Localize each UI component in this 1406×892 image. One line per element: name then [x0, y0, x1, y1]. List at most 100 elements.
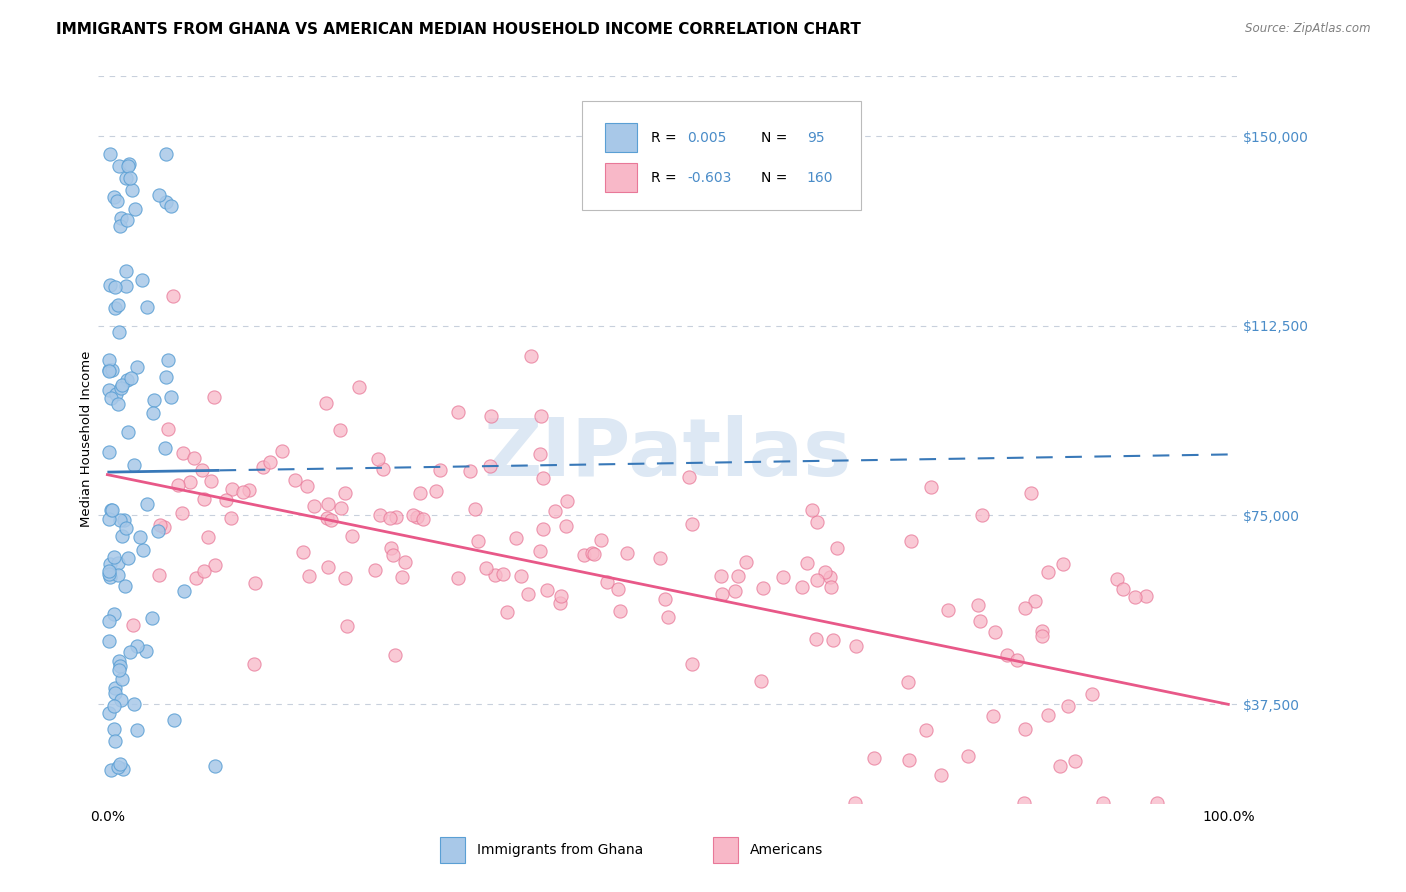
Point — [536, 583, 558, 598]
Point — [98, 570, 121, 584]
Point — [1091, 796, 1114, 810]
Point — [804, 632, 827, 646]
Point — [529, 409, 551, 423]
Point — [131, 273, 153, 287]
Point — [475, 561, 498, 575]
Point — [333, 486, 356, 500]
Point — [1036, 708, 1059, 723]
Point — [193, 564, 215, 578]
Point — [118, 157, 141, 171]
Point — [107, 397, 129, 411]
Point — [349, 380, 371, 394]
Point — [654, 591, 676, 606]
FancyBboxPatch shape — [582, 102, 862, 211]
Point — [984, 625, 1007, 640]
Point — [596, 575, 619, 590]
Point — [107, 568, 129, 582]
Point — [232, 485, 254, 500]
Point — [104, 681, 127, 695]
Point — [114, 521, 136, 535]
Point — [148, 518, 170, 533]
Point — [806, 515, 828, 529]
Point — [148, 567, 170, 582]
Point — [97, 364, 120, 378]
Point — [800, 503, 823, 517]
Point — [104, 733, 127, 747]
Point — [1049, 759, 1071, 773]
Point — [115, 373, 138, 387]
Point — [170, 506, 193, 520]
Point — [160, 199, 183, 213]
Point — [221, 482, 243, 496]
Point — [997, 648, 1019, 662]
Point — [118, 171, 141, 186]
Point — [657, 609, 679, 624]
Point — [153, 442, 176, 456]
Point — [505, 531, 527, 545]
Point — [141, 611, 163, 625]
Point — [110, 692, 132, 706]
Point — [111, 529, 134, 543]
Point — [520, 349, 543, 363]
Point — [111, 672, 134, 686]
Point — [108, 654, 131, 668]
Text: 160: 160 — [807, 170, 834, 185]
Point — [291, 545, 314, 559]
FancyBboxPatch shape — [440, 838, 465, 863]
Point — [429, 463, 451, 477]
Point — [103, 189, 125, 203]
Point — [900, 534, 922, 549]
Point — [270, 444, 292, 458]
Point — [163, 713, 186, 727]
Text: 0.005: 0.005 — [688, 130, 727, 145]
Point — [1052, 557, 1074, 571]
FancyBboxPatch shape — [713, 838, 738, 863]
Point — [402, 508, 425, 522]
Point — [97, 567, 120, 582]
Point — [1111, 582, 1133, 596]
Point — [330, 500, 353, 515]
Point — [108, 659, 131, 673]
Point — [204, 759, 226, 773]
Point — [115, 278, 138, 293]
FancyBboxPatch shape — [605, 123, 637, 153]
Point — [107, 556, 129, 570]
Point — [98, 278, 121, 293]
Point — [107, 760, 129, 774]
Point — [120, 371, 142, 385]
Point — [380, 541, 402, 556]
Point — [105, 194, 128, 208]
Point — [172, 446, 194, 460]
Point — [484, 568, 506, 582]
Point — [191, 463, 214, 477]
Point — [156, 352, 179, 367]
Point — [531, 471, 554, 485]
Point — [364, 563, 387, 577]
Point — [97, 445, 120, 459]
Text: N =: N = — [761, 170, 792, 185]
Point — [104, 386, 127, 401]
Point — [103, 301, 125, 315]
Point — [1107, 572, 1129, 586]
Point — [792, 580, 814, 594]
Point — [97, 511, 120, 525]
Point — [117, 550, 139, 565]
Point — [110, 381, 132, 395]
Point — [914, 723, 936, 738]
Point — [131, 543, 153, 558]
Point — [193, 491, 215, 506]
Point — [936, 603, 959, 617]
Point — [479, 458, 502, 473]
Point — [749, 673, 772, 688]
Point — [681, 657, 703, 672]
Point — [136, 300, 159, 314]
Point — [825, 541, 848, 556]
Point — [479, 409, 502, 423]
Point — [898, 754, 921, 768]
Point — [458, 464, 481, 478]
Point — [302, 499, 325, 513]
Point — [650, 551, 672, 566]
Point — [315, 396, 337, 410]
Point — [1014, 722, 1036, 736]
Point — [103, 549, 125, 564]
